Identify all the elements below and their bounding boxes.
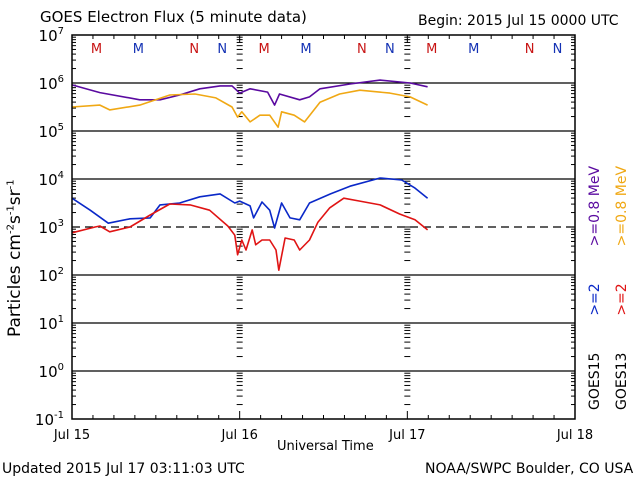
y-tick-label: 102 — [39, 266, 64, 285]
series-goes15-2-mev — [71, 177, 429, 229]
y-tick-base: 10 — [39, 123, 58, 141]
marker-n-goes15: N — [217, 42, 227, 57]
y-axis-label-text: Particles cm-2s-1sr-1 — [4, 179, 25, 337]
x-tick-label: Jul 17 — [388, 428, 425, 443]
x-axis-label: Universal Time — [277, 439, 374, 454]
y-tick-exponent: -1 — [54, 410, 64, 421]
y-tick-label: 100 — [39, 362, 64, 381]
y-tick-exponent: 4 — [58, 170, 64, 181]
begin-time: Begin: 2015 Jul 15 0000 UTC — [418, 13, 619, 29]
credit-text: NOAA/SWPC Boulder, CO USA — [425, 461, 634, 477]
marker-n-goes13: N — [357, 42, 367, 57]
marker-m-goes15: M — [133, 42, 144, 57]
legend-goes13: GOES13 >=2 >=0.8 MeV — [614, 165, 630, 410]
y-tick-base: 10 — [39, 171, 58, 189]
y-tick-base: 10 — [39, 363, 58, 381]
marker-m-goes13: M — [91, 42, 102, 57]
series-goes13-0-8-mev — [71, 89, 428, 128]
y-tick-label: 104 — [39, 170, 64, 189]
y-tick-exponent: 3 — [58, 218, 64, 229]
y-tick-label: 107 — [39, 26, 64, 45]
y-tick-label: 101 — [39, 314, 64, 333]
y-tick-exponent: 1 — [58, 314, 64, 325]
plot-frame — [71, 34, 576, 420]
y-tick-base: 10 — [39, 315, 58, 333]
y-tick-label: 105 — [39, 122, 64, 141]
marker-n-goes15: N — [385, 42, 395, 57]
legend-goes13-ge2: >=2 — [614, 283, 630, 316]
y-axis-label: Particles cm-2s-1sr-1 — [4, 179, 25, 337]
legend-goes15-ge2: >=2 — [587, 283, 603, 316]
x-tick-label: Jul 15 — [53, 428, 90, 443]
y-tick-exponent: 6 — [58, 74, 64, 85]
x-tick-labels: Jul 15 Jul 16 Jul 17 Jul 18 — [53, 428, 593, 443]
x-tick-label: Jul 18 — [556, 428, 593, 443]
y-tick-exponent: 7 — [58, 26, 64, 37]
marker-m-goes13: M — [259, 42, 270, 57]
series-goes15-0-8-mev — [71, 79, 428, 106]
marker-n-goes15: N — [553, 42, 563, 57]
series-goes13-2-mev — [71, 197, 429, 272]
legend-goes15: GOES15 >=2 >=0.8 MeV — [587, 165, 603, 410]
grid-layer — [72, 82, 575, 372]
y-tick-exponent: 0 — [58, 362, 64, 373]
y-tick-base: 10 — [39, 27, 58, 45]
legend-goes13-label: GOES13 — [614, 352, 630, 410]
marker-m-goes15: M — [300, 42, 311, 57]
y-tick-exponent: 2 — [58, 266, 64, 277]
legend-goes15-ge08: >=0.8 MeV — [587, 165, 603, 247]
series-layer — [71, 79, 429, 272]
y-tick-base: 10 — [39, 75, 58, 93]
marker-n-goes13: N — [189, 42, 199, 57]
marker-m-goes15: M — [468, 42, 479, 57]
chart-title: GOES Electron Flux (5 minute data) — [40, 8, 307, 26]
y-tick-exponent: 5 — [58, 122, 64, 133]
y-tick-label: 106 — [39, 74, 64, 93]
legend-goes15-label: GOES15 — [587, 352, 603, 410]
y-tick-base: 10 — [39, 219, 58, 237]
y-tick-base: 10 — [39, 267, 58, 285]
marker-n-goes13: N — [525, 42, 535, 57]
legend-goes13-ge08: >=0.8 MeV — [614, 165, 630, 247]
x-tick-label: Jul 16 — [220, 428, 257, 443]
y-tick-label: 103 — [39, 218, 64, 237]
y-tick-label: 10-1 — [35, 410, 64, 429]
marker-m-goes13: M — [426, 42, 437, 57]
updated-timestamp: Updated 2015 Jul 17 03:11:03 UTC — [2, 461, 245, 477]
y-tick-base: 10 — [35, 411, 54, 429]
